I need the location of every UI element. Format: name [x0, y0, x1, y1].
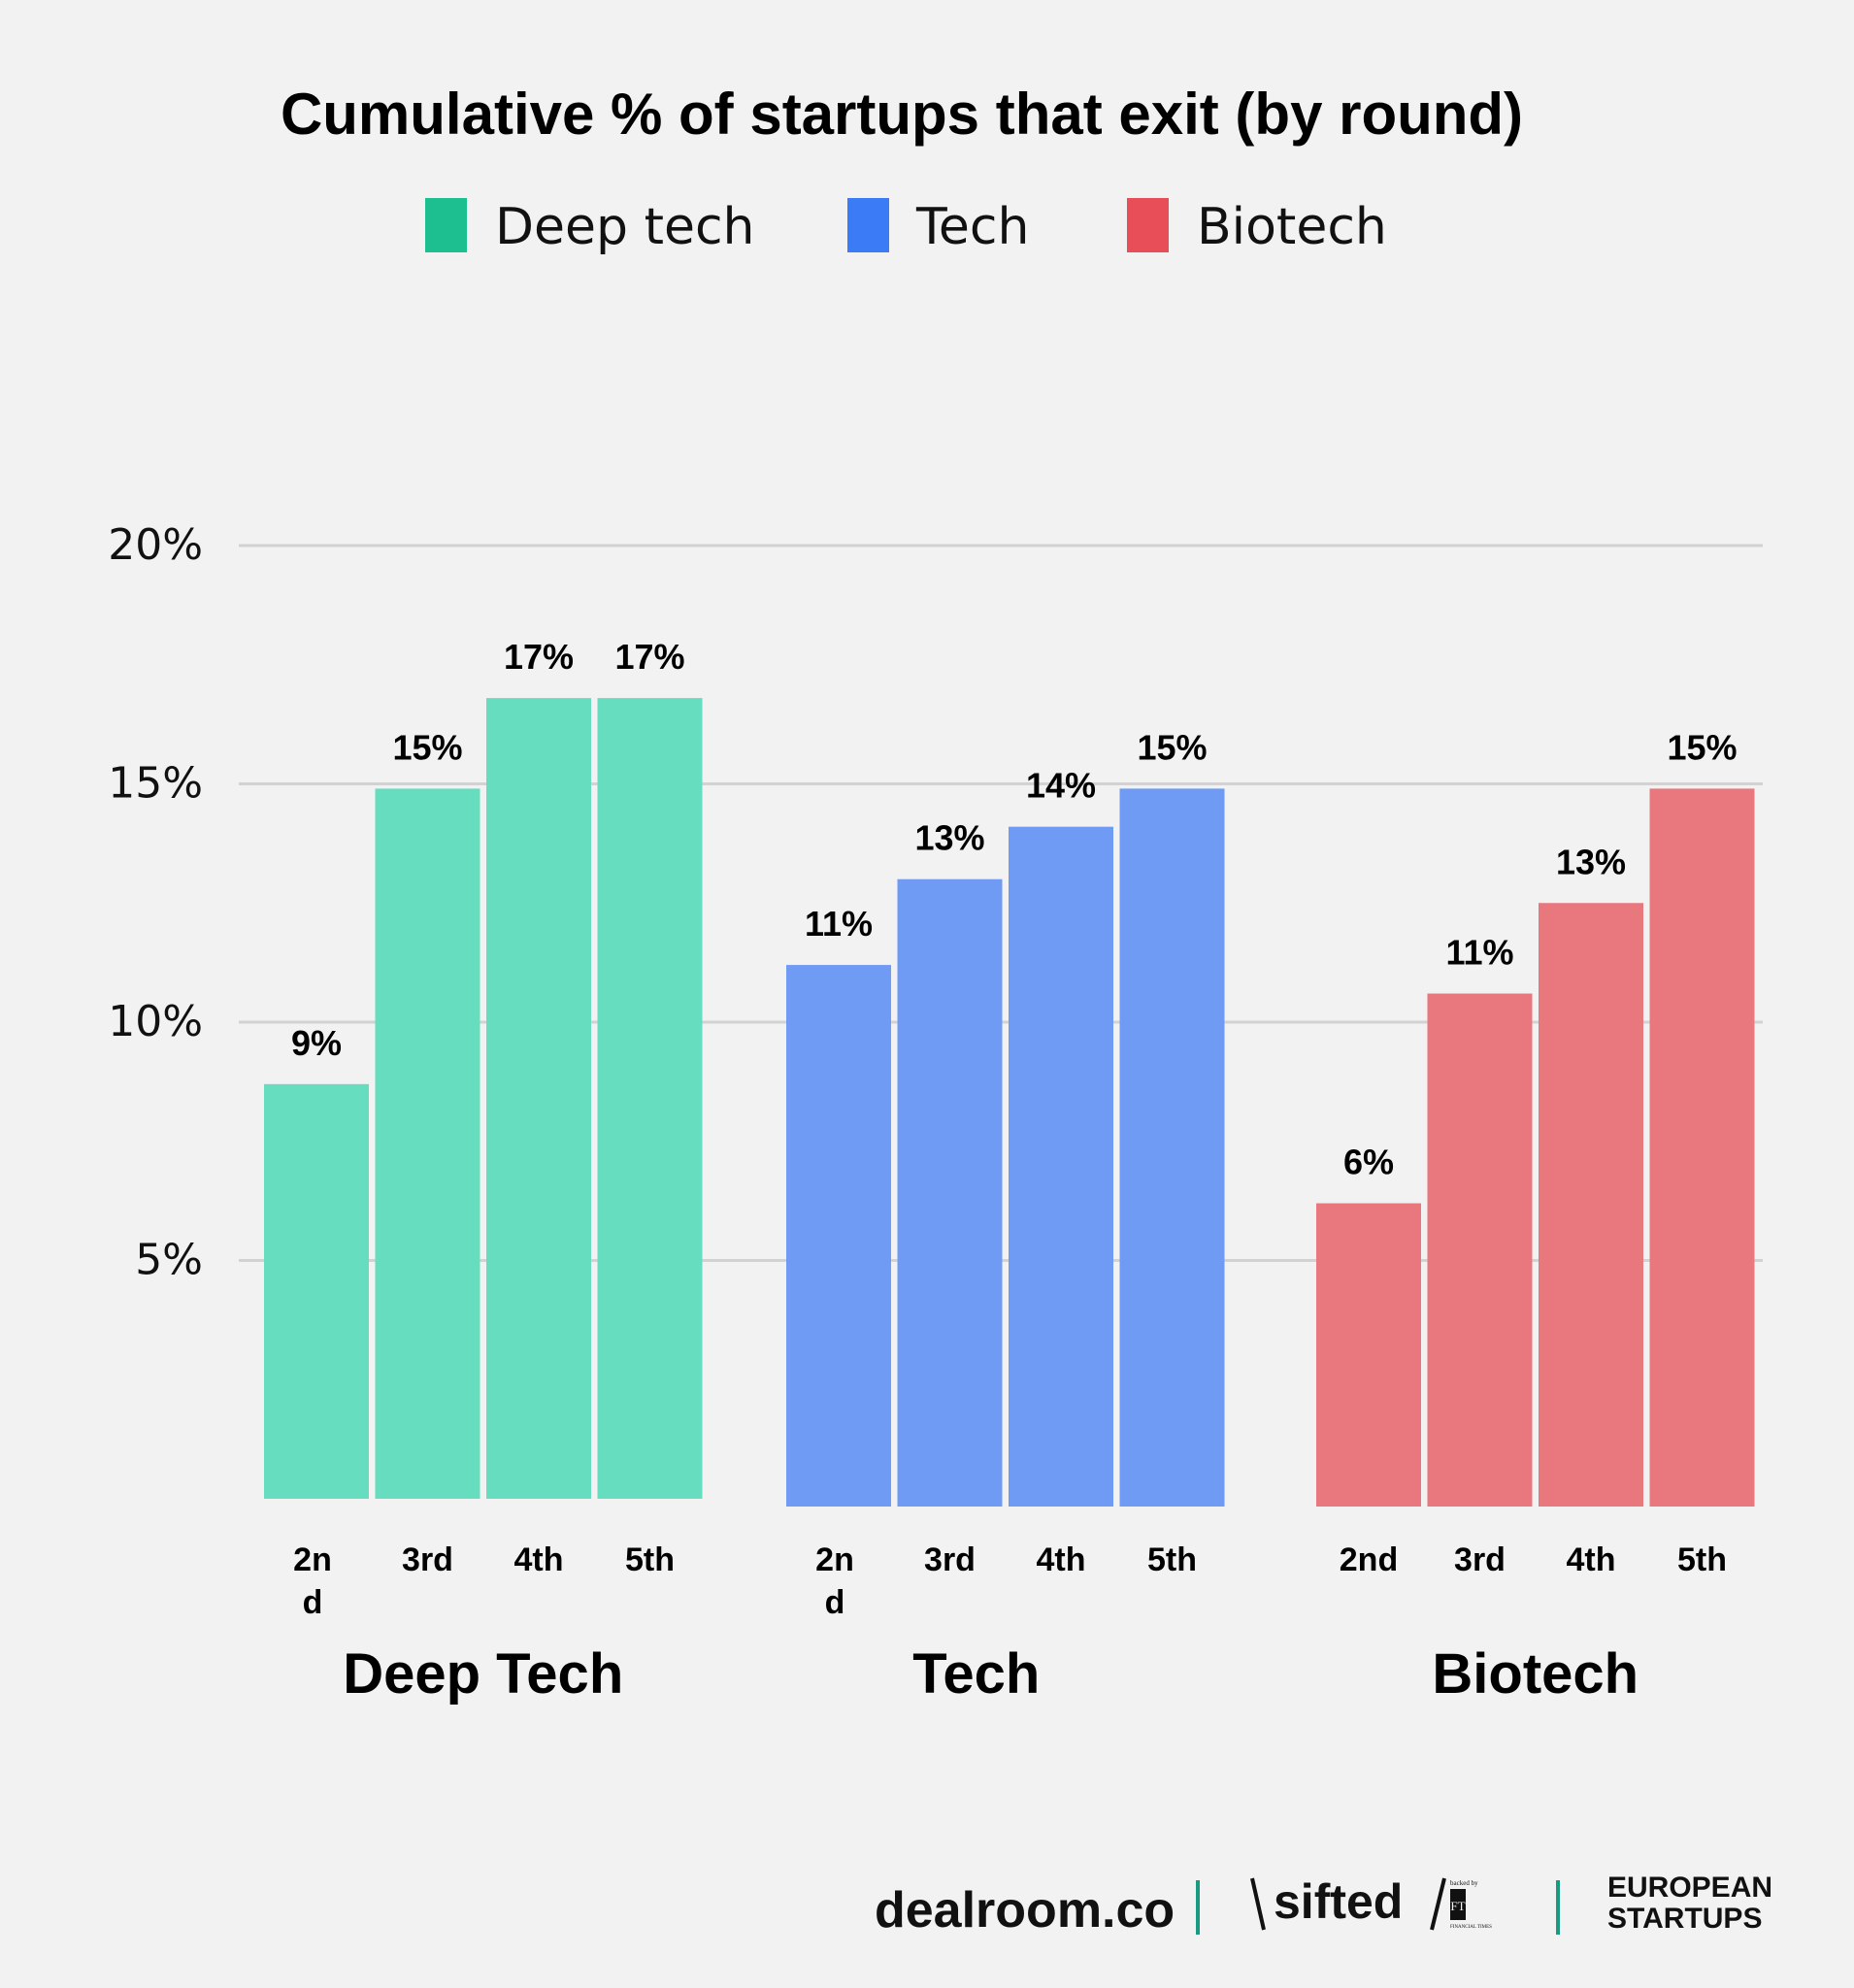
category-label: 5th: [1677, 1541, 1727, 1578]
data-label: 15%: [1137, 727, 1207, 767]
european-startups-line2: STARTUPS: [1607, 1903, 1762, 1935]
bar: [1427, 993, 1533, 1507]
bar: [486, 698, 591, 1499]
ft-logo-box: [1450, 1889, 1466, 1920]
category-label: 4th: [1567, 1541, 1616, 1578]
legend: Deep tech Tech Biotech: [425, 198, 1387, 256]
data-label: 13%: [1556, 842, 1626, 881]
category-label: 4th: [1037, 1541, 1086, 1578]
bar: [264, 1083, 369, 1499]
y-tick-label: 20%: [108, 520, 203, 570]
y-tick-label: 5%: [135, 1236, 203, 1285]
legend-label: Biotech: [1197, 198, 1387, 256]
data-label: 17%: [614, 637, 684, 677]
bar-group-deep-tech: 9% 2n d 15% 3rd 17% 4th 17% 5th Deep Tech: [264, 637, 703, 1706]
category-label: 3rd: [1454, 1541, 1506, 1578]
bar: [1119, 788, 1225, 1507]
data-label: 17%: [504, 637, 574, 677]
bar: [1649, 788, 1755, 1507]
legend-swatch: [425, 198, 467, 252]
bar: [1009, 826, 1113, 1507]
data-label: 14%: [1026, 766, 1096, 806]
data-label: 9%: [291, 1023, 342, 1063]
data-label: 15%: [392, 727, 462, 767]
data-label: 11%: [805, 904, 873, 944]
y-tick-label: 15%: [108, 759, 203, 809]
data-label: 13%: [914, 818, 984, 858]
bar: [375, 788, 480, 1499]
group-label: Deep Tech: [343, 1642, 623, 1706]
bar-group-biotech: 6% 2nd 11% 3rd 13% 4th 15% 5th Biotech: [1316, 727, 1755, 1706]
bar: [897, 878, 1003, 1507]
category-label: 5th: [625, 1541, 675, 1578]
bar: [786, 965, 891, 1507]
footer-logos: dealroom.co sifted backed by FT FINANCIA…: [875, 1872, 1772, 1938]
group-label: Tech: [912, 1642, 1040, 1706]
category-label: 3rd: [402, 1541, 453, 1578]
ft-name: FINANCIAL TIMES: [1450, 1925, 1492, 1930]
legend-label: Tech: [915, 198, 1029, 256]
ft-logo: FT: [1450, 1899, 1465, 1913]
group-label: Biotech: [1432, 1642, 1639, 1706]
european-startups-line1: EUROPEAN: [1607, 1872, 1772, 1904]
category-label: 2nd: [1340, 1541, 1398, 1578]
bar: [1539, 903, 1643, 1507]
bar-group-tech: 11% 2n d 13% 3rd 14% 4th 15% 5th Tech: [786, 727, 1225, 1706]
bar: [1316, 1203, 1421, 1507]
dealroom-logo: dealroom.co: [875, 1882, 1175, 1938]
sifted-logo: sifted: [1274, 1874, 1403, 1929]
logo-separator: [1196, 1880, 1200, 1935]
category-label: 5th: [1147, 1541, 1197, 1578]
logo-separator: [1556, 1880, 1560, 1935]
chart-title: Cumulative % of startups that exit (by r…: [281, 82, 1523, 147]
bars: 9% 2n d 15% 3rd 17% 4th 17% 5th Deep Tech 11% 2n d 13…: [264, 637, 1755, 1706]
ft-backed-by: backed by: [1450, 1879, 1478, 1887]
category-label: 3rd: [924, 1541, 976, 1578]
legend-swatch: [1127, 198, 1169, 252]
data-label: 6%: [1343, 1143, 1394, 1182]
data-label: 15%: [1667, 727, 1737, 767]
y-tick-label: 10%: [108, 997, 203, 1046]
legend-label: Deep tech: [495, 198, 755, 256]
legend-swatch: [847, 198, 889, 252]
category-label: 4th: [514, 1541, 564, 1578]
data-label: 11%: [1445, 933, 1513, 973]
sifted-slash-icon: [1430, 1877, 1446, 1931]
sifted-slash-icon: [1250, 1877, 1266, 1931]
bar: [597, 698, 703, 1499]
